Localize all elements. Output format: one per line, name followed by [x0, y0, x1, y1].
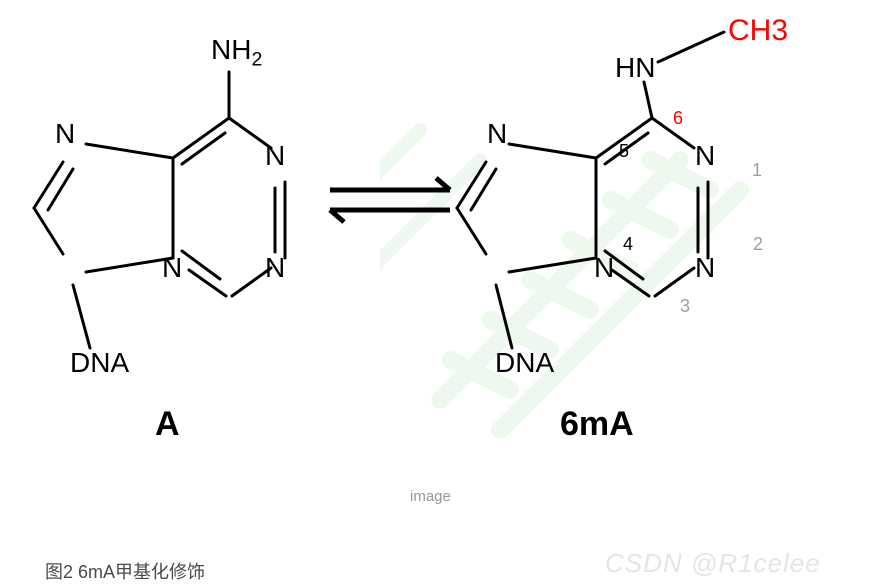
- ring-number-3: 3: [680, 296, 690, 317]
- label-hn: HN: [615, 52, 655, 84]
- label-n7-left: N: [55, 118, 75, 150]
- watermark-text: CSDN @R1celee: [605, 548, 821, 579]
- ring-number-5: 5: [619, 141, 629, 162]
- ring-number-4: 4: [623, 234, 633, 255]
- molecule-name-6ma: 6mA: [560, 405, 634, 444]
- label-ch3: CH3: [728, 14, 788, 48]
- label-n9-right-ring: N: [594, 252, 614, 284]
- label-n1-right: N: [695, 140, 715, 172]
- label-n9-left-ring: N: [162, 252, 182, 284]
- label-dna-right: DNA: [495, 347, 554, 379]
- molecule-adenine: [10, 10, 350, 410]
- molecule-name-a: A: [155, 405, 180, 444]
- label-n1-left: N: [265, 140, 285, 172]
- ring-number-2: 2: [753, 234, 763, 255]
- image-caption: image: [410, 488, 451, 505]
- ring-number-1: 1: [752, 160, 762, 181]
- label-dna-left: DNA: [70, 347, 129, 379]
- label-n3-right: N: [695, 252, 715, 284]
- ring-number-6: 6: [673, 108, 683, 129]
- figure-canvas: NH2 N N N N DNA A: [0, 0, 894, 585]
- label-n7-right: N: [487, 118, 507, 150]
- label-n3-left: N: [265, 252, 285, 284]
- figure-caption: 图2 6mA甲基化修饰: [45, 558, 205, 584]
